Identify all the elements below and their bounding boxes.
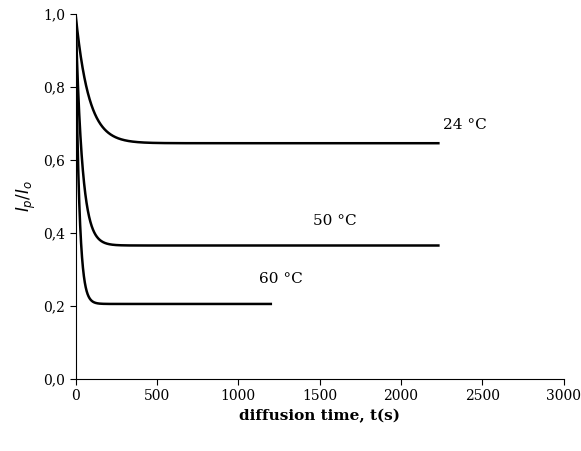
X-axis label: diffusion time, t(s): diffusion time, t(s) (239, 409, 400, 423)
Text: 50 °C: 50 °C (313, 214, 357, 228)
Text: 24 °C: 24 °C (443, 118, 487, 132)
Y-axis label: $\mathit{I_p/I_o}$: $\mathit{I_p/I_o}$ (15, 180, 38, 212)
Text: 60 °C: 60 °C (259, 272, 303, 286)
